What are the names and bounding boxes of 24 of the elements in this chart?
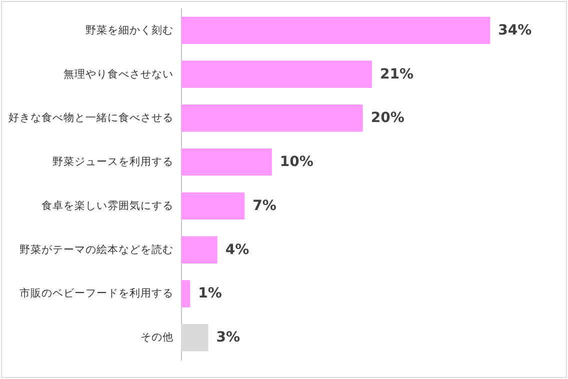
y-tick-label: 野菜ジュースを利用する	[52, 155, 174, 168]
bar	[181, 16, 490, 44]
bar	[181, 324, 208, 352]
data-label: 3%	[216, 330, 240, 346]
data-label: 7%	[252, 198, 276, 214]
bar	[181, 192, 245, 220]
y-tick-label: 食卓を楽しい雰囲気にする	[42, 198, 174, 212]
bar	[181, 280, 190, 308]
bar	[181, 104, 363, 132]
y-tick-label: その他	[140, 332, 174, 344]
bar	[181, 148, 272, 176]
y-tick-label: 市販のベビーフードを利用する	[20, 286, 174, 300]
y-tick-label: 野菜を細かく刻む	[86, 23, 174, 36]
data-label: 4%	[225, 242, 250, 258]
bar	[181, 60, 372, 88]
bar	[181, 236, 218, 264]
y-tick-label: 野菜がテーマの絵本などを読む	[20, 242, 174, 256]
data-label: 34%	[498, 22, 532, 38]
y-tick-label: 無理やり食べさせない	[64, 68, 174, 80]
data-label: 1%	[198, 286, 222, 302]
data-label: 10%	[280, 154, 314, 170]
data-label: 21%	[380, 66, 414, 82]
data-label: 20%	[370, 110, 404, 126]
y-tick-label: 好きな食べ物と一緒に食べさせる	[8, 112, 174, 124]
